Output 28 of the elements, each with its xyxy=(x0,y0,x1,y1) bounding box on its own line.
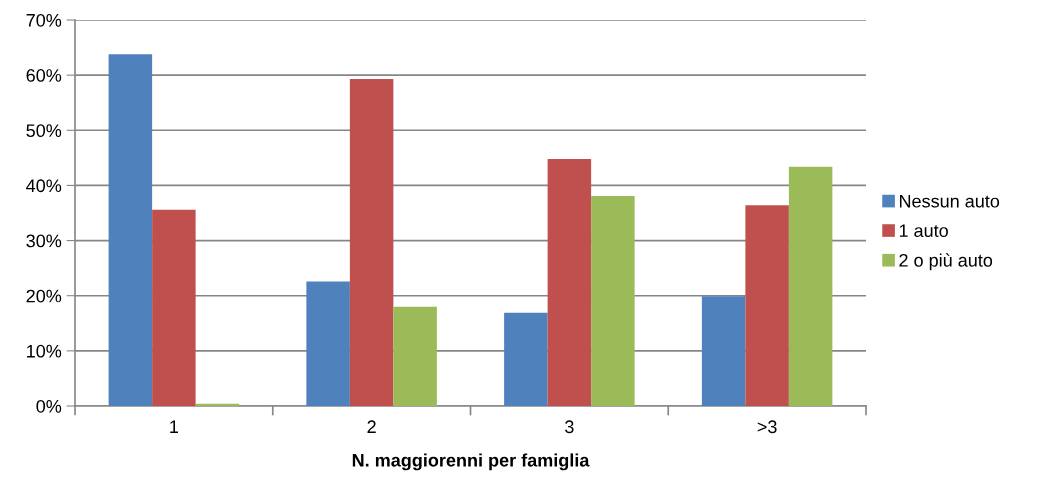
bar xyxy=(152,209,196,406)
x-tick-label: 2 xyxy=(367,420,376,433)
bar xyxy=(504,312,548,406)
legend-label: Nessun auto xyxy=(899,194,1000,208)
y-tick-label: 60% xyxy=(26,69,62,82)
x-axis-title: N. maggiorenni per famiglia xyxy=(352,453,590,471)
y-tick-label: 10% xyxy=(27,344,62,358)
bar xyxy=(788,166,833,406)
legend-label: 1 auto xyxy=(899,224,948,238)
x-tick-label: 3 xyxy=(565,420,574,434)
y-tick-label: 50% xyxy=(26,124,62,138)
y-tick-label: 70% xyxy=(26,13,62,27)
bar xyxy=(108,54,153,406)
bar xyxy=(393,306,437,406)
y-tick-label: 40% xyxy=(26,179,62,193)
bar xyxy=(591,195,635,406)
x-tick-label: 1 xyxy=(170,420,179,433)
y-tick-label: 20% xyxy=(26,289,62,303)
y-tick-label: 30% xyxy=(26,234,62,248)
bar xyxy=(547,158,592,406)
bar xyxy=(745,205,789,406)
legend-label: 2 o più auto xyxy=(899,253,993,271)
bar xyxy=(195,403,240,406)
bar xyxy=(306,281,350,406)
bar xyxy=(349,79,394,406)
y-tick-label: 0% xyxy=(36,399,62,413)
bar xyxy=(701,296,746,406)
x-tick-label: >3 xyxy=(757,420,777,434)
